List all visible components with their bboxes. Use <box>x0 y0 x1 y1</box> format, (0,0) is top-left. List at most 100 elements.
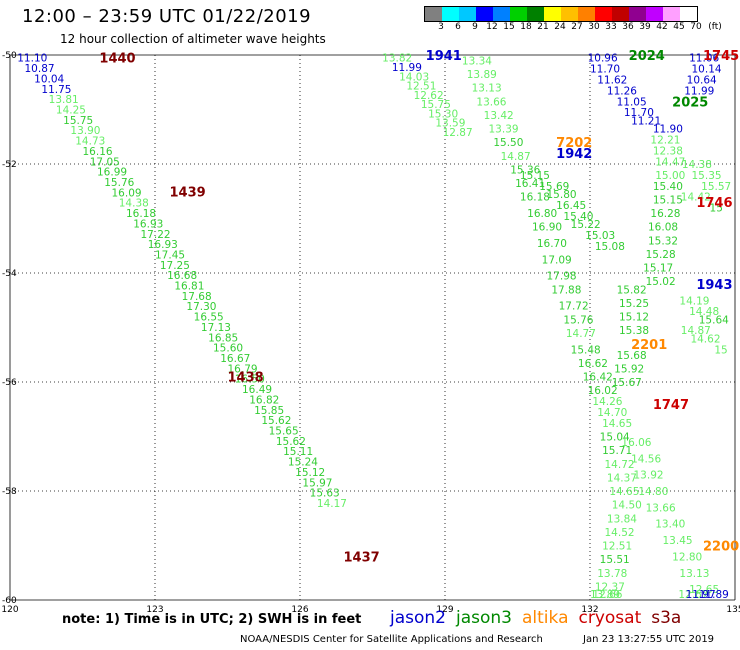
lon-tick-label: 126 <box>291 605 308 615</box>
wave-height-value: 16.16 <box>83 146 113 158</box>
wave-height-value: 15.40 <box>653 181 683 193</box>
wave-height-value: 15.75 <box>421 99 451 111</box>
colorbar-tick-label: 15 <box>503 22 515 32</box>
wave-height-value: 13.78 <box>597 568 627 580</box>
wave-height-value: 14.25 <box>56 105 86 117</box>
wave-height-value: 17.30 <box>186 301 216 313</box>
wave-height-value: 16.82 <box>249 394 279 406</box>
pass-number-label: 2200 <box>703 540 739 555</box>
wave-height-value: 12.65 <box>689 584 719 596</box>
wave-height-value: 15.62 <box>276 436 306 448</box>
colorbar-swatch <box>646 7 663 21</box>
colorbar-tick-label: 39 <box>639 22 651 32</box>
colorbar-tick-label: 45 <box>673 22 685 32</box>
legend-jason3: jason3 <box>456 608 512 628</box>
pass-number-label: 2201 <box>631 338 667 353</box>
wave-height-value: 14.47 <box>655 156 685 168</box>
wave-height-value: 12.51 <box>602 541 632 553</box>
colorbar-tick-label: 27 <box>571 22 583 32</box>
wave-height-value: 11.99 <box>392 62 422 74</box>
wave-height-value: 16.85 <box>208 332 238 344</box>
wave-height-value: 13.66 <box>476 96 506 108</box>
wave-height-value: 11.70 <box>624 107 654 119</box>
wave-height-value: 13.13 <box>679 568 709 580</box>
wave-height-value: 15.69 <box>539 181 569 193</box>
wave-height-value: 14.70 <box>597 407 627 419</box>
wave-height-value: 16.99 <box>97 167 127 179</box>
colorbar-swatch <box>442 7 459 21</box>
wave-height-value: 14.87 <box>501 151 531 163</box>
legend-jason2: jason2 <box>390 608 446 628</box>
map-grid <box>9 54 736 601</box>
lat-tick-label: -60 <box>2 596 17 606</box>
wave-height-value: 12.66 <box>592 589 622 601</box>
wave-height-value: 13.40 <box>655 519 685 531</box>
wave-height-value: 11.21 <box>631 115 661 127</box>
colorbar-swatch <box>578 7 595 21</box>
colorbar-tick-label: 36 <box>622 22 634 32</box>
wave-height-value: 14.42 <box>681 192 711 204</box>
wave-height-value: 15.36 <box>510 164 540 176</box>
wave-height-value: 15.03 <box>585 230 615 242</box>
wave-height-value: 17.45 <box>155 249 185 261</box>
lon-tick-label: 120 <box>1 605 18 615</box>
wave-height-value: 15.64 <box>699 314 729 326</box>
page-subtitle: 12 hour collection of altimeter wave hei… <box>60 32 326 46</box>
lon-tick-label: 132 <box>581 605 598 615</box>
wave-height-value: 15.48 <box>571 344 601 356</box>
wave-height-value: 17.13 <box>201 322 231 334</box>
wave-height-value: 16.90 <box>532 222 562 234</box>
colorbar-tick-label: (ft) <box>708 22 722 32</box>
wave-height-value: 13.90 <box>70 125 100 137</box>
wave-height-value: 15.22 <box>571 219 601 231</box>
wave-height-value: 15 <box>710 203 723 215</box>
colorbar-swatch <box>425 7 442 21</box>
wave-height-value: 16.09 <box>112 187 142 199</box>
wave-height-value: 15.12 <box>619 312 649 324</box>
wave-height-value: 15.15 <box>520 170 550 182</box>
wave-height-value: 16.93 <box>148 239 178 251</box>
wave-height-value: 16.50 <box>235 374 265 386</box>
wave-height-value: 15.68 <box>617 350 647 362</box>
wave-height-value: 10.14 <box>692 64 722 76</box>
wave-height-value: 15.82 <box>617 284 647 296</box>
pass-number-label: 1942 <box>556 147 592 162</box>
colorbar-tick-label: 70 <box>690 22 702 32</box>
wave-height-value: 17.98 <box>547 271 577 283</box>
wave-height-value: 14.03 <box>399 71 429 83</box>
wave-height-value: 11.97 <box>686 589 716 601</box>
wave-height-value: 14.37 <box>607 472 637 484</box>
lon-tick-label: 129 <box>436 605 453 615</box>
page-title: 12:00 – 23:59 UTC 01/22/2019 <box>22 6 312 27</box>
colorbar-swatch <box>561 7 578 21</box>
wave-height-value: 14.73 <box>75 136 105 148</box>
wave-height-value: 14.65 <box>602 418 632 430</box>
colorbar-tick-label: 9 <box>472 22 478 32</box>
pass-number-label: 1941 <box>426 49 462 64</box>
swh-colorbar-labels: 3 6 9 12 15 18 21 24 27 30 33 36 39 42 45 70 (ft) <box>424 22 724 36</box>
lat-tick-label: -54 <box>2 269 17 279</box>
wave-height-value: 15.65 <box>269 426 299 438</box>
wave-height-value: 15.30 <box>428 108 458 120</box>
wave-height-value: 14.62 <box>690 333 720 345</box>
wave-height-value: 14.38 <box>682 159 712 171</box>
wave-height-value: 13.89 <box>467 69 497 81</box>
pass-number-label: 1437 <box>344 550 380 565</box>
wave-height-value: 14.56 <box>631 453 661 465</box>
satellite-legend: jason2 jason3 altika cryosat s3a <box>390 608 691 628</box>
colorbar-swatch <box>612 7 629 21</box>
colorbar-swatch <box>629 7 646 21</box>
wave-height-value: 12.51 <box>406 81 436 93</box>
map-axis-labels: 120 123 126 129 132 135 -50 -52 -54 -56 -58 -60 <box>1 51 740 615</box>
wave-height-value: 17.05 <box>90 156 120 168</box>
wave-height-value: 16.70 <box>537 238 567 250</box>
wave-height-value: 14.65 <box>609 486 639 498</box>
pass-number-label: 1439 <box>170 185 206 200</box>
colorbar-swatch <box>544 7 561 21</box>
wave-height-value: 13.92 <box>634 470 664 482</box>
wave-height-value: 15.62 <box>261 415 291 427</box>
wave-height-value: 15.02 <box>646 276 676 288</box>
wave-height-value: 10.64 <box>687 75 717 87</box>
pass-number-label: 1440 <box>99 52 135 67</box>
